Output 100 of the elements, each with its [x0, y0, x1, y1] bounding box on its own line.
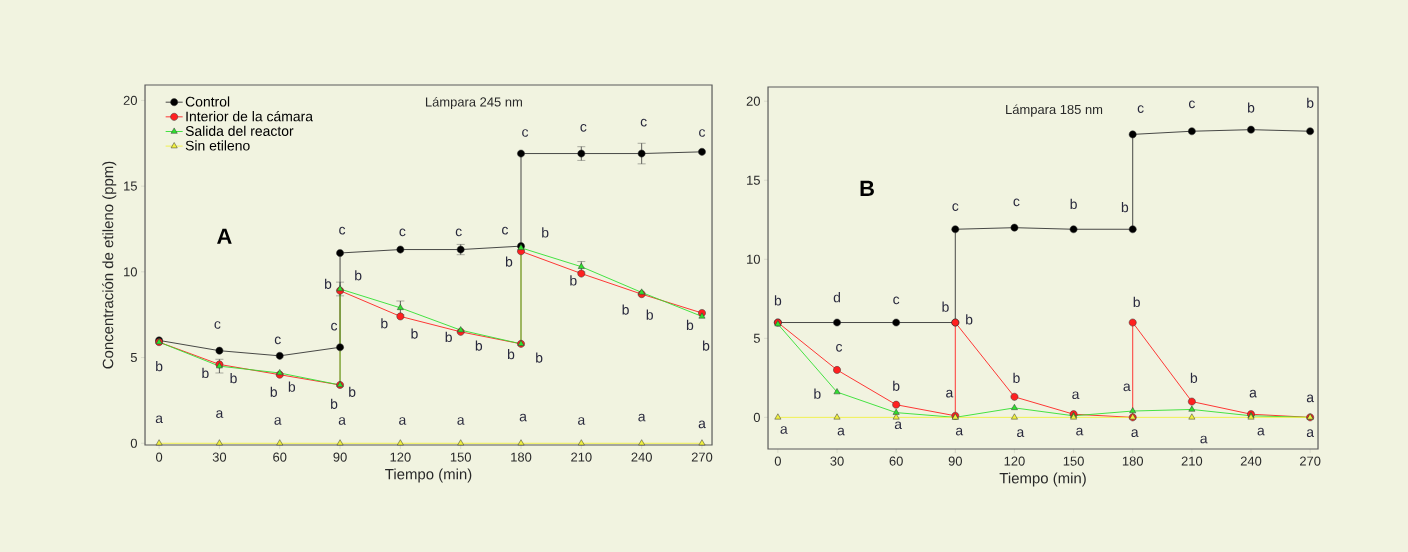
y-tick-label: 5: [753, 333, 760, 343]
legend-label: Sin etileno: [185, 140, 250, 151]
annotation: c: [331, 322, 338, 331]
x-axis-title: Tiempo (min): [999, 472, 1086, 487]
annotation: c: [455, 228, 462, 237]
x-tick-label: 150: [1063, 456, 1084, 466]
annotation: b: [156, 361, 163, 372]
x-tick-label: 270: [691, 452, 713, 462]
annotation: b: [381, 318, 388, 329]
annotation: c: [836, 343, 843, 352]
annotation: b: [411, 328, 418, 339]
annotation: c: [522, 129, 529, 137]
y-tick-label: 20: [746, 96, 760, 106]
annotation: a: [338, 417, 346, 425]
annotation: a: [1017, 429, 1025, 437]
annotation: b: [1121, 202, 1129, 213]
x-tick-label: 240: [1240, 456, 1262, 466]
annotation: a: [274, 417, 282, 425]
y-tick-label: 15: [747, 175, 760, 185]
annotation: c: [399, 228, 406, 237]
x-tick-label: 240: [631, 452, 652, 462]
x-tick-label: 0: [774, 456, 781, 466]
annotation: c: [214, 321, 221, 329]
annotation: b: [507, 349, 515, 360]
y-axis-title: Concentración de etileno (ppm): [102, 161, 117, 369]
annotation: b: [686, 319, 694, 331]
annotation: a: [698, 420, 706, 429]
annotation: c: [339, 226, 346, 235]
annotation: b: [331, 398, 338, 409]
annotation: a: [216, 410, 224, 418]
annotation: c: [274, 336, 281, 345]
annotation: a: [519, 413, 527, 422]
annotation: a: [638, 413, 646, 422]
y-tick-label: 10: [747, 254, 760, 264]
x-tick-label: 180: [1122, 456, 1144, 466]
y-tick-label: 20: [123, 95, 137, 105]
x-tick-label: 30: [212, 452, 227, 462]
x-tick-label: 210: [1181, 456, 1203, 466]
annotation: a: [1200, 435, 1208, 444]
annotation: a: [1306, 394, 1315, 403]
annotation: a: [894, 421, 903, 430]
annotation: b: [475, 340, 483, 351]
x-tick-label: 90: [948, 456, 962, 466]
annotation: b: [1070, 198, 1077, 210]
annotation: b: [774, 295, 782, 306]
annotation: b: [230, 373, 237, 384]
annotation: a: [837, 427, 845, 436]
x-tick-label: 0: [155, 452, 163, 462]
annotation: b: [622, 304, 629, 315]
x-tick-label: 90: [333, 452, 347, 462]
legend-label: Salida del reactor: [185, 125, 294, 136]
x-tick-label: 60: [273, 452, 287, 462]
annotation: b: [703, 340, 710, 351]
annotation: b: [505, 256, 513, 267]
annotation: b: [288, 381, 296, 392]
x-tick-label: 180: [511, 452, 532, 462]
annotation: b: [966, 314, 973, 325]
annotation: a: [780, 426, 788, 434]
annotation: d: [833, 292, 840, 303]
annotation: c: [1188, 100, 1195, 109]
x-tick-label: 120: [390, 452, 411, 462]
annotation: a: [1123, 383, 1131, 392]
annotation: c: [1013, 198, 1020, 207]
annotation: b: [202, 367, 209, 379]
legend-label: Control: [185, 96, 230, 107]
annotation: a: [946, 389, 954, 398]
y-tick-label: 0: [753, 412, 760, 422]
annotation: c: [952, 203, 959, 211]
annotation: b: [325, 278, 332, 289]
x-axis-title: Tiempo (min): [385, 468, 472, 483]
annotation: c: [893, 296, 900, 305]
x-tick-label: 210: [571, 452, 592, 462]
annotation: a: [1076, 427, 1084, 436]
annotation: a: [955, 427, 964, 436]
y-tick-label: 5: [130, 353, 137, 363]
x-tick-label: 150: [450, 452, 471, 462]
annotation: b: [542, 227, 549, 238]
annotation: b: [570, 275, 577, 286]
annotation: b: [814, 388, 821, 399]
annotation: a: [399, 417, 407, 425]
annotation: c: [1137, 105, 1144, 113]
annotation: a: [578, 417, 586, 425]
annotation: a: [457, 417, 465, 425]
y-tick-label: 0: [130, 438, 137, 448]
annotation: c: [699, 129, 706, 137]
annotation: b: [1307, 97, 1314, 108]
annotation: a: [155, 415, 163, 424]
x-tick-label: 270: [1299, 456, 1321, 466]
annotation: b: [646, 309, 653, 320]
y-tick-label: 15: [124, 181, 137, 191]
annotation: b: [349, 386, 356, 397]
annotation: b: [270, 386, 277, 397]
annotation: a: [1072, 391, 1080, 400]
text: B: [860, 180, 874, 196]
annotation: b: [1133, 296, 1140, 308]
annotation: b: [942, 301, 949, 312]
annotation: c: [640, 118, 647, 127]
y-tick-label: 10: [124, 267, 137, 277]
annotation: b: [1190, 372, 1198, 383]
annotation: a: [1131, 429, 1139, 437]
